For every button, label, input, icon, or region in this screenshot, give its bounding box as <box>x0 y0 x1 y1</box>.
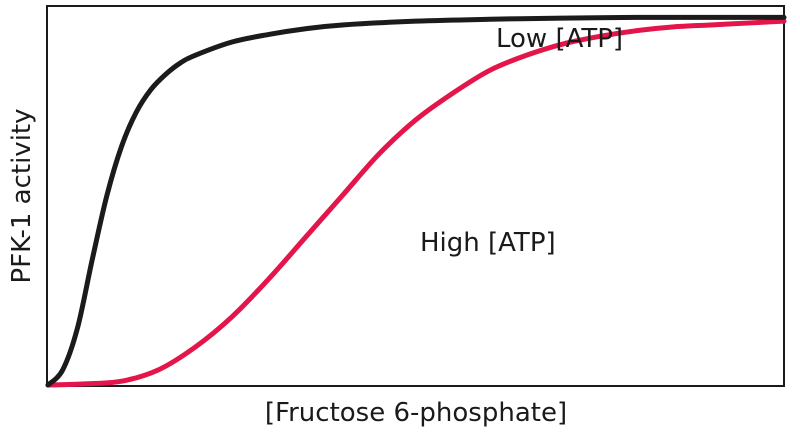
series-label-high-atp: High [ATP] <box>420 228 556 258</box>
series-line-high-atp <box>45 18 787 388</box>
plot-frame <box>46 5 785 387</box>
series-line-low-atp <box>45 14 787 388</box>
series-layer <box>45 14 787 388</box>
series-label-low-atp: Low [ATP] <box>496 24 623 54</box>
x-axis-label: [Fructose 6-phosphate] <box>265 398 567 428</box>
y-axis-label: PFK-1 activity <box>7 109 37 284</box>
